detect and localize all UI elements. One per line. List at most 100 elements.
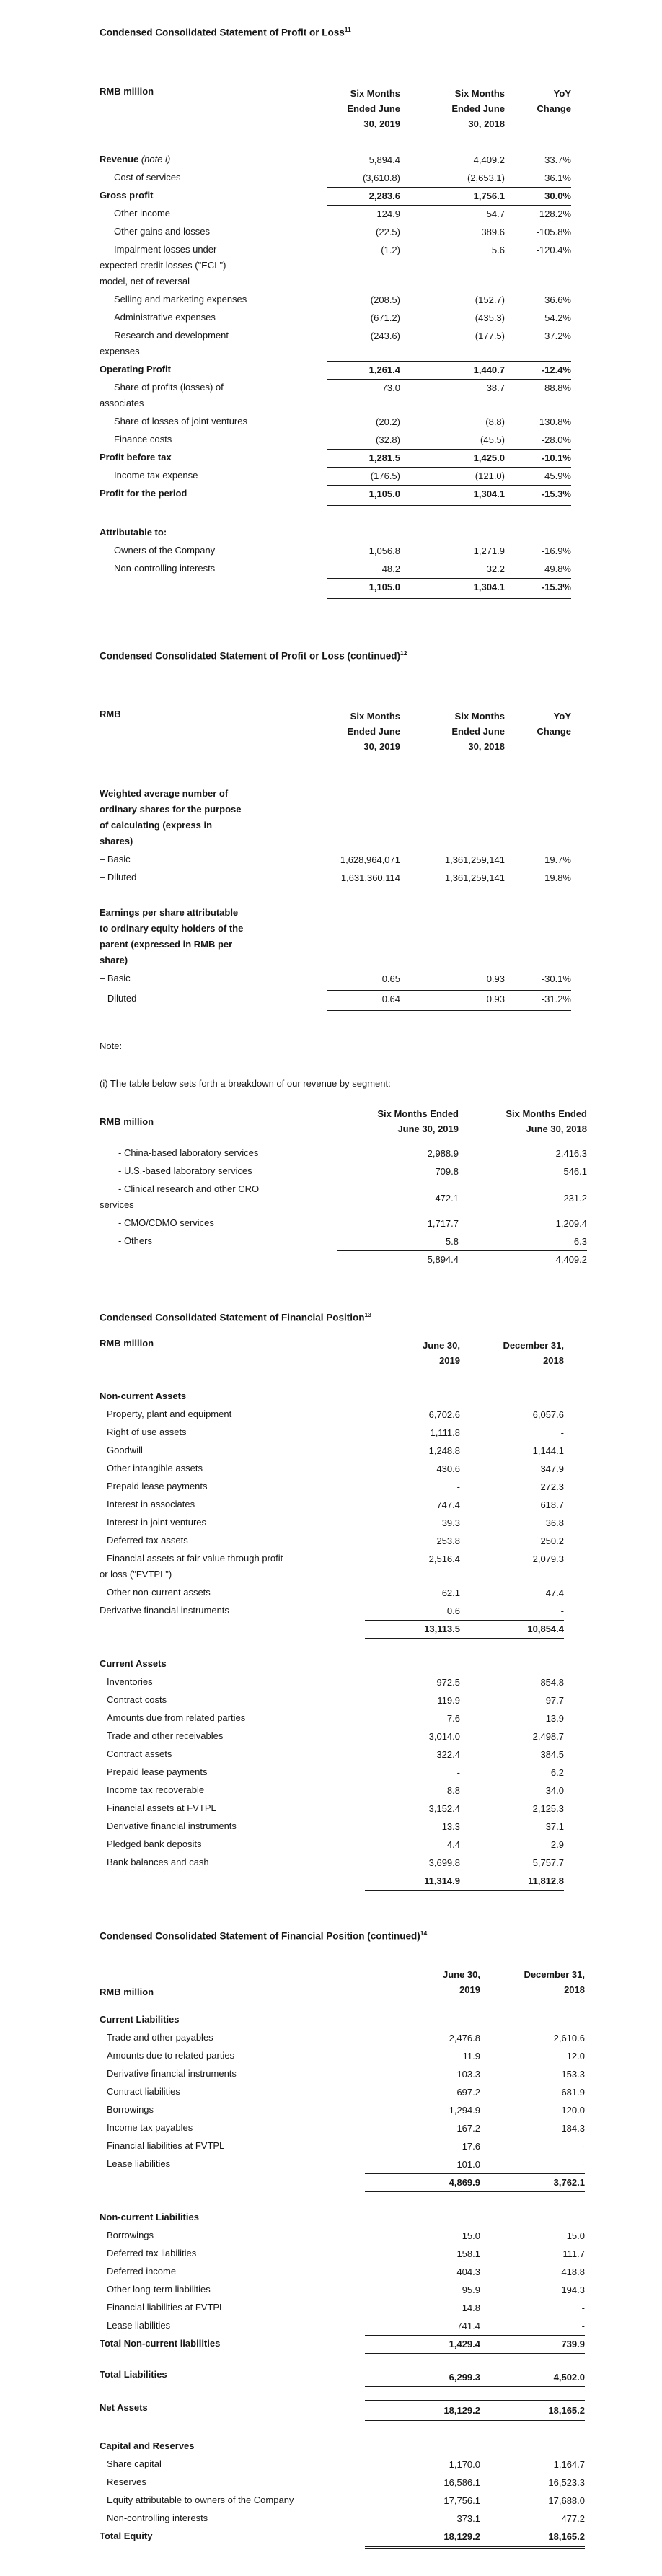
row-label-text: Contract costs xyxy=(107,1694,167,1705)
table-row: Lease liabilities 741.4 - xyxy=(100,2318,585,2336)
row-values: 2,476.8 2,610.6 xyxy=(365,2030,585,2048)
row-label-line: Share of losses of joint ventures xyxy=(100,413,327,429)
vertical-spacer xyxy=(100,1325,662,1338)
row-label: Administrative expenses xyxy=(100,310,327,328)
row-label-line: Non-current Assets xyxy=(100,1388,365,1404)
row-label: Earnings per share attributable to ordina… xyxy=(100,905,327,971)
value-cell: 33.7% xyxy=(544,154,571,165)
column-header-line: Ended June xyxy=(451,102,505,114)
value-cell: 124.9 xyxy=(376,208,400,219)
value-cell: 1,756.1 xyxy=(473,190,505,201)
value-cell: 167.2 xyxy=(456,2123,480,2134)
row-label-line: Gross profit xyxy=(100,188,327,203)
value-cell: 6.3 xyxy=(573,1236,587,1247)
row-label-text: – Basic xyxy=(100,973,131,983)
row-label: Non-current Liabilities xyxy=(100,2209,365,2227)
value-cell: 37.1 xyxy=(545,1821,564,1832)
row-label: Inventories xyxy=(100,1674,365,1692)
row-values: 17.6 - xyxy=(365,2138,585,2156)
row-label-text: Administrative expenses xyxy=(114,311,216,323)
row-label-line: Administrative expenses xyxy=(100,310,327,325)
row-label: – Basic xyxy=(100,971,327,991)
value-cell: (177.5) xyxy=(475,330,505,341)
row-values: 6,299.3 4,502.0 xyxy=(365,2367,585,2387)
row-label: Finance costs xyxy=(100,431,327,450)
value-cell: (1.2) xyxy=(381,244,400,255)
value-cell: 2,283.6 xyxy=(368,190,400,201)
row-label-line: Share of profits (losses) of xyxy=(100,380,327,395)
value-cell: 1,248.8 xyxy=(428,1445,460,1456)
row-label: Financial assets at FVTPL xyxy=(100,1800,365,1818)
value-cell: 18,129.2 xyxy=(443,2405,480,2416)
table-row: – Basic 0.65 0.93 -30.1% xyxy=(100,971,571,991)
row-values: (208.5) (152.7) 36.6% xyxy=(327,292,571,310)
table-row: Total Equity 18,129.2 18,165.2 xyxy=(100,2528,585,2549)
table-row: Income tax recoverable 8.8 34.0 xyxy=(100,1782,564,1800)
row-label-line: Total Equity xyxy=(100,2528,365,2544)
row-label-text: Derivative financial instruments xyxy=(100,1604,229,1616)
value-cell: 618.7 xyxy=(540,1499,564,1510)
row-label: Right of use assets xyxy=(100,1424,365,1442)
column-header-line: Six Months xyxy=(350,711,400,722)
row-values: 1,056.8 1,271.9 -16.9% xyxy=(327,543,571,561)
column-header-line: Ended June xyxy=(347,726,400,737)
column-header-line: YoY xyxy=(553,87,571,99)
row-label: Trade and other receivables xyxy=(100,1728,365,1746)
row-spacer xyxy=(100,2422,585,2438)
row-values: 18,129.2 18,165.2 xyxy=(365,2528,585,2549)
row-values: 0.6 - xyxy=(365,1603,564,1621)
row-label: Interest in associates xyxy=(100,1497,365,1515)
table-row: Financial assets at FVTPL 3,152.4 2,125.3 xyxy=(100,1800,564,1818)
row-label-line: Total Liabilities xyxy=(100,2367,365,2383)
value-cell: (32.8) xyxy=(376,434,400,445)
value-cell: 6.2 xyxy=(550,1766,564,1778)
note-i-text: (i) The table below sets forth a breakdo… xyxy=(100,1078,391,1089)
row-label-line: Goodwill xyxy=(100,1442,365,1458)
row-values: 13,113.5 10,854.4 xyxy=(365,1621,564,1639)
row-label-continuation: model, net of reversal xyxy=(100,275,190,286)
row-values: (671.2) (435.3) 54.2% xyxy=(327,310,571,328)
row-label-continuation: share) xyxy=(100,955,128,965)
value-cell: 0.65 xyxy=(381,973,400,984)
value-cell: 13.3 xyxy=(441,1821,460,1832)
row-label: Amounts due to related parties xyxy=(100,2048,365,2066)
value-cell: 709.8 xyxy=(435,1166,459,1177)
column-header-line: YoY xyxy=(553,711,571,722)
row-label-line: Inventories xyxy=(100,1674,365,1690)
row-label-line: Equity attributable to owners of the Com… xyxy=(100,2492,365,2508)
value-cell: 681.9 xyxy=(561,2087,585,2098)
column-header-line: 2018 xyxy=(543,1354,564,1366)
value-cell: 17.6 xyxy=(462,2141,480,2152)
row-label: Income tax expense xyxy=(100,468,327,486)
table-row: Non-controlling interests 48.2 32.2 49.8% xyxy=(100,561,571,579)
row-label-continuation: or loss ("FVTPL") xyxy=(100,1568,172,1580)
section-title-text: Condensed Consolidated Statement of Fina… xyxy=(100,1312,365,1323)
value-cell: 18,165.2 xyxy=(548,2531,585,2542)
value-cell: 2,416.3 xyxy=(555,1148,587,1159)
table-row: Attributable to: xyxy=(100,525,571,543)
row-label-line: - Clinical research and other CRO xyxy=(100,1181,337,1197)
row-label-line: Deferred tax assets xyxy=(100,1533,365,1548)
row-label-text: Financial assets at FVTPL xyxy=(107,1802,216,1813)
column-header: December 31, 2018 xyxy=(480,1967,585,1997)
value-cell: 4,409.2 xyxy=(555,1254,587,1265)
row-label-text: Operating Profit xyxy=(100,363,171,374)
row-label-line: Lease liabilities xyxy=(100,2156,365,2172)
row-label-text: Amounts due from related parties xyxy=(107,1712,246,1723)
value-cell: 1,440.7 xyxy=(473,364,505,375)
value-cell: 11,314.9 xyxy=(424,1875,460,1886)
row-label xyxy=(100,1872,365,1891)
table-row: Share capital 1,170.0 1,164.7 xyxy=(100,2456,585,2474)
row-values: 2,988.9 2,416.3 xyxy=(337,1145,587,1163)
table-row: Trade and other payables 2,476.8 2,610.6 xyxy=(100,2030,585,2048)
row-label-continuation: expenses xyxy=(100,345,140,356)
row-label-line: Borrowings xyxy=(100,2227,365,2243)
row-label: Financial liabilities at FVTPL xyxy=(100,2300,365,2318)
row-values: 0.65 0.93 -30.1% xyxy=(327,971,571,991)
value-cell: 854.8 xyxy=(540,1676,564,1688)
column-header-line: 30, 2018 xyxy=(468,118,505,129)
column-header-line: June 30, xyxy=(422,1339,460,1351)
value-cell: 1,105.0 xyxy=(368,488,400,499)
table-row: Deferred tax liabilities 158.1 111.7 xyxy=(100,2246,585,2264)
value-cell: 697.2 xyxy=(456,2087,480,2098)
